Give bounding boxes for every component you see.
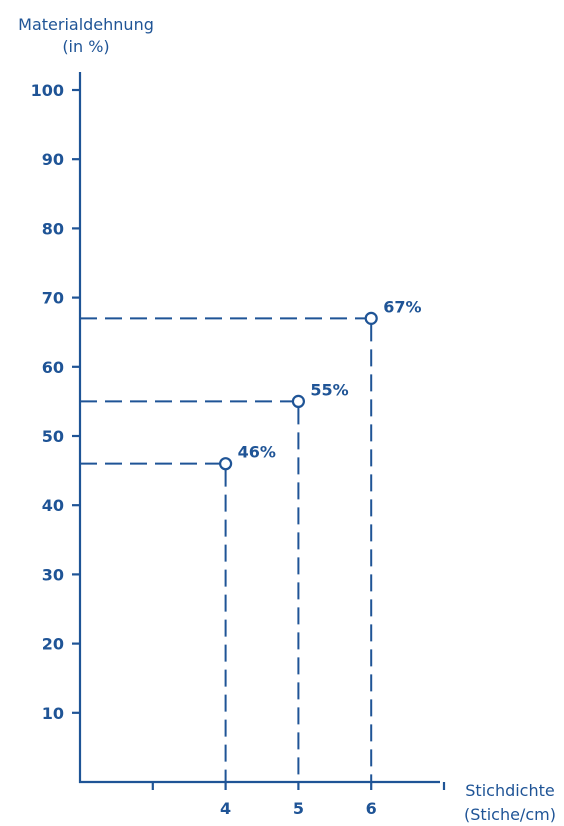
x-tick-label: 5 [293,799,304,818]
x-tick-label: 6 [366,799,377,818]
data-point-label: 46% [238,443,276,462]
x-axis-title-line: Stichdichte [465,781,554,800]
data-point-label: 67% [383,297,421,316]
data-point [364,311,378,325]
x-ticks: 4 5 6 [151,782,446,818]
y-tick-label: 40 [42,496,64,515]
y-ticks: 10 20 30 40 50 60 70 80 90 100 [31,81,80,723]
y-tick-label: 30 [42,565,64,584]
y-axis-title-line: Materialdehnung [18,15,154,34]
y-tick-label: 90 [42,150,64,169]
y-axis-title: Materialdehnung (in %) [18,15,154,56]
y-tick-label: 100 [31,81,64,100]
data-point-label: 55% [310,380,348,399]
data-point [219,457,233,471]
y-tick-label: 60 [42,358,64,377]
y-tick-label: 80 [42,219,64,238]
y-tick-label: 10 [42,704,64,723]
data-points: 46% 55% 67% [219,297,421,471]
y-tick-label: 50 [42,427,64,446]
x-tick-label: 4 [220,799,231,818]
y-tick-label: 70 [42,289,64,308]
x-axis-title-line: (Stiche/cm) [464,805,556,824]
data-point [291,394,305,408]
guide-lines [80,317,373,782]
y-axis-title-line: (in %) [62,37,109,56]
y-tick-label: 20 [42,635,64,654]
x-axis-title: Stichdichte (Stiche/cm) [464,781,556,824]
